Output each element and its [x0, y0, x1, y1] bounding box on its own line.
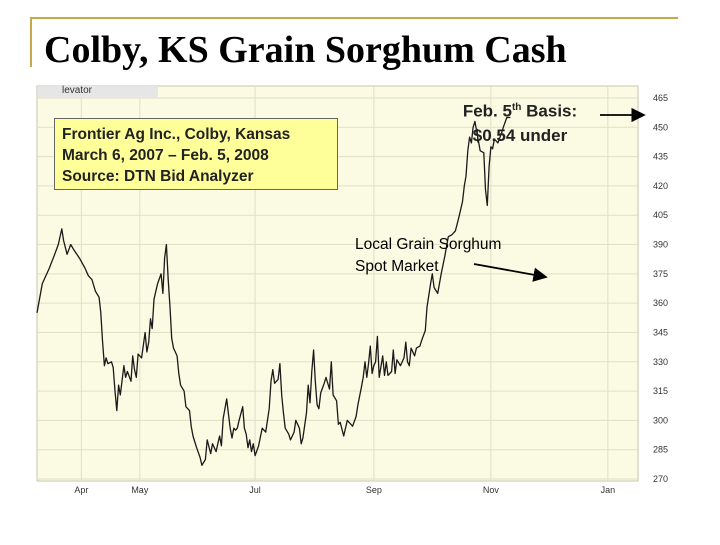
chart-header-bar [38, 86, 158, 98]
basis-line-1-sup: th [511, 102, 522, 113]
spot-arrow [473, 263, 548, 282]
info-box: Frontier Ag Inc., Colby, Kansas March 6,… [54, 118, 338, 190]
y-tick-label: 375 [653, 269, 668, 279]
x-tick-label: Apr [74, 485, 88, 495]
info-line-2: March 6, 2007 – Feb. 5, 2008 [62, 147, 269, 164]
basis-line-2: $0.54 under [472, 125, 568, 145]
info-line-3: Source: DTN Bid Analyzer [62, 168, 254, 185]
y-tick-label: 450 [653, 122, 668, 132]
x-tick-label: Jan [601, 485, 616, 495]
x-tick-label: Jul [249, 485, 261, 495]
slide-title: Colby, KS Grain Sorghum Cash [44, 29, 567, 71]
basis-line-1-text: Feb. 5 [462, 101, 512, 121]
y-tick-label: 465 [653, 93, 668, 103]
y-tick-label: 360 [653, 298, 668, 308]
spot-annotation: Local Grain Sorghum Spot Market [355, 234, 501, 278]
y-tick-label: 435 [653, 152, 668, 162]
annotation-arrows [473, 107, 646, 282]
y-tick-label: 330 [653, 357, 668, 367]
y-tick-label: 315 [653, 386, 668, 396]
info-line-1: Frontier Ag Inc., Colby, Kansas [62, 126, 291, 143]
basis-annotation: Feb. 5th Basis: $0.54 under [420, 96, 620, 148]
x-axis: Apr May Jul Sep Nov Jan [74, 485, 615, 495]
y-tick-label: 345 [653, 327, 668, 337]
x-tick-label: Sep [366, 485, 382, 495]
y-tick-label: 270 [653, 474, 668, 484]
y-tick-label: 420 [653, 181, 668, 191]
spot-line-2: Spot Market [355, 258, 439, 275]
series-line [36, 116, 511, 466]
x-tick-label: May [131, 485, 149, 495]
y-axis: 465 450 435 420 405 390 375 360 345 330 315 300 285 2… [653, 93, 668, 484]
y-tick-label: 300 [653, 415, 668, 425]
chart-header-text: levator [62, 85, 93, 96]
y-tick-label: 405 [653, 210, 668, 220]
y-tick-label: 285 [653, 445, 668, 455]
basis-line-1-tail: Basis: [521, 101, 578, 121]
y-tick-label: 390 [653, 240, 668, 250]
frame-line-top [30, 17, 678, 19]
frame-line-left [30, 17, 32, 67]
spot-line-1: Local Grain Sorghum [355, 236, 502, 253]
basis-line-1: Feb. 5th Basis: [420, 96, 620, 124]
x-tick-label: Nov [483, 485, 500, 495]
